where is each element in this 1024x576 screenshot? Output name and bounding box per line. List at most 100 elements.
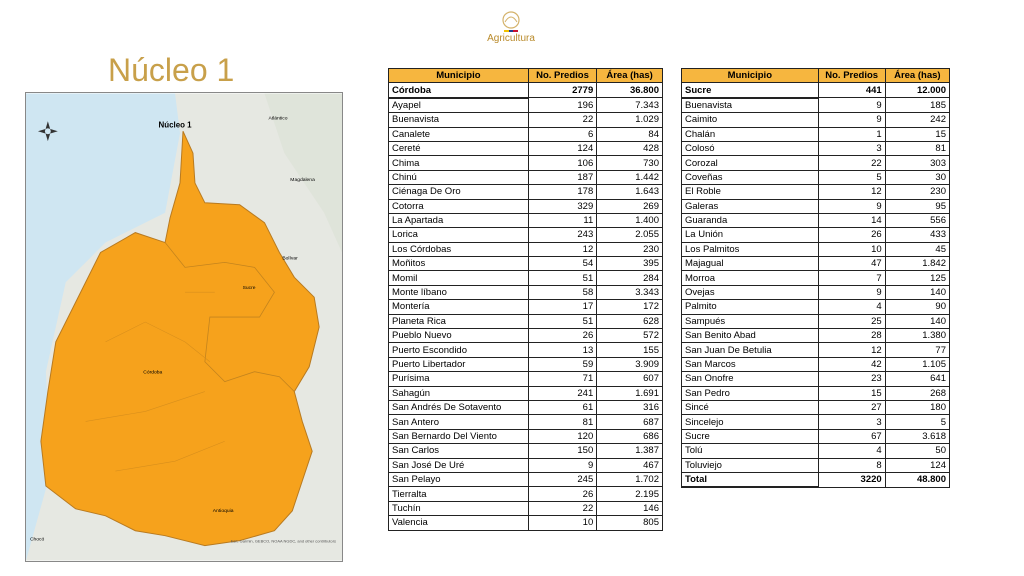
table-cell: 7.343 bbox=[596, 97, 663, 114]
table-row: Guaranda 14 556 bbox=[681, 212, 951, 229]
table-row: Sampués 25 140 bbox=[681, 313, 951, 330]
table-row: Tolú 4 50 bbox=[681, 443, 951, 459]
table-row: Colosó 3 81 bbox=[681, 140, 951, 157]
table-cell: 1.105 bbox=[884, 356, 951, 373]
table-cell: 48.800 bbox=[884, 471, 951, 488]
table-row: Moñitos 54 395 bbox=[388, 256, 663, 272]
table-cell: 3 bbox=[817, 140, 886, 157]
table-cell: San Bernardo Del Viento bbox=[388, 428, 529, 445]
table-row: Canalete 6 84 bbox=[388, 126, 663, 142]
table-cell: 1.387 bbox=[596, 443, 663, 459]
table-cell: 22 bbox=[527, 500, 598, 517]
table-cell: 25 bbox=[817, 313, 886, 330]
table-cell: 67 bbox=[817, 428, 886, 445]
table-cell: Buenavista bbox=[681, 97, 819, 114]
table-cell: 180 bbox=[884, 399, 951, 416]
header-row: Municipio No. Predios Área (has) bbox=[681, 67, 951, 84]
table-cell: 26 bbox=[527, 486, 598, 502]
table-row: Palmito 4 90 bbox=[681, 299, 951, 315]
table-cell: 2.195 bbox=[596, 486, 663, 502]
table-cell: 27 bbox=[817, 399, 886, 416]
table-cell: 146 bbox=[596, 500, 663, 517]
table-cell: San Andrés De Sotavento bbox=[388, 399, 529, 416]
table-row: Pueblo Nuevo 26 572 bbox=[388, 328, 663, 344]
table-row: Purísima 71 607 bbox=[388, 371, 663, 387]
table-row: Tuchín 22 146 bbox=[388, 500, 663, 517]
table-row: La Apartada 11 1.400 bbox=[388, 212, 663, 229]
table-cell: 124 bbox=[884, 457, 951, 473]
table-cell: La Apartada bbox=[388, 212, 529, 229]
table-cell: 140 bbox=[884, 284, 951, 301]
table-cell: Cereté bbox=[388, 140, 529, 157]
table-cell: 230 bbox=[884, 184, 951, 200]
table-cell: Córdoba bbox=[388, 82, 529, 99]
table-cell: 628 bbox=[596, 313, 663, 330]
map-attribution: Esri, Garmin, GEBCO, NOAA NGDC, and othe… bbox=[231, 539, 336, 544]
table-cell: Los Palmitos bbox=[681, 241, 819, 258]
table-row: San José De Uré 9 467 bbox=[388, 457, 663, 473]
table-cell: 81 bbox=[527, 414, 598, 430]
table-cell: 77 bbox=[884, 342, 951, 358]
table-cell: 243 bbox=[527, 227, 598, 243]
table-cell: 10 bbox=[817, 241, 886, 258]
table-cell: San Pelayo bbox=[388, 471, 529, 488]
table-cell: Morroa bbox=[681, 270, 819, 286]
table-row: Chalán 1 15 bbox=[681, 126, 951, 142]
table-cell: 1.442 bbox=[596, 169, 663, 186]
table-cell: 36.800 bbox=[596, 82, 663, 99]
table-cell: 59 bbox=[527, 356, 598, 373]
table-cell: 12 bbox=[817, 184, 886, 200]
table-cell: 441 bbox=[817, 82, 886, 99]
table-row: San Andrés De Sotavento 61 316 bbox=[388, 399, 663, 416]
table-cell: Sincelejo bbox=[681, 414, 819, 430]
table-cell: 140 bbox=[884, 313, 951, 330]
table-row: Puerto Libertador 59 3.909 bbox=[388, 356, 663, 373]
north-arrow bbox=[37, 121, 58, 142]
table-row: San Juan De Betulia 12 77 bbox=[681, 342, 951, 358]
table-row: Buenavista 22 1.029 bbox=[388, 112, 663, 128]
table-cell: Palmito bbox=[681, 299, 819, 315]
table-cell: 284 bbox=[596, 270, 663, 286]
map: Núcleo 1 Atlántico Magdalena Bolívar Suc… bbox=[25, 92, 343, 562]
table-cell: 3 bbox=[817, 414, 886, 430]
table-cell: 30 bbox=[884, 169, 951, 186]
table-cell: 428 bbox=[596, 140, 663, 157]
table-cell: 1.380 bbox=[884, 328, 951, 344]
table-cell: Sucre bbox=[681, 82, 819, 99]
table-row: Corozal 22 303 bbox=[681, 155, 951, 171]
table-cell: Los Córdobas bbox=[388, 241, 529, 258]
table-cell: 13 bbox=[527, 342, 598, 358]
table-cell: San Carlos bbox=[388, 443, 529, 459]
table-cell: 467 bbox=[596, 457, 663, 473]
table-cell: 22 bbox=[527, 112, 598, 128]
table-cell: 316 bbox=[596, 399, 663, 416]
column-header: No. Predios bbox=[817, 67, 886, 84]
table-cell: Chalán bbox=[681, 126, 819, 142]
column-header: Área (has) bbox=[596, 67, 663, 84]
table-cell: 187 bbox=[527, 169, 598, 186]
table-cell: 805 bbox=[596, 515, 663, 531]
table-cell: Monte líbano bbox=[388, 284, 529, 301]
table-cell: San Pedro bbox=[681, 385, 819, 401]
summary-row: Sucre 441 12.000 bbox=[681, 82, 951, 99]
table-cell: 47 bbox=[817, 256, 886, 272]
table-cell: 90 bbox=[884, 299, 951, 315]
table-cell: 150 bbox=[527, 443, 598, 459]
table-cell: 172 bbox=[596, 299, 663, 315]
table-cell: 14 bbox=[817, 212, 886, 229]
table-cell: 433 bbox=[884, 227, 951, 243]
table-cell: 4 bbox=[817, 443, 886, 459]
table-cell: 5 bbox=[884, 414, 951, 430]
table-row: Cotorra 329 269 bbox=[388, 198, 663, 214]
table-cell: 81 bbox=[884, 140, 951, 157]
table-cell: 2.055 bbox=[596, 227, 663, 243]
table-cell: 42 bbox=[817, 356, 886, 373]
table-cell: San José De Uré bbox=[388, 457, 529, 473]
table-row: San Benito Abad 28 1.380 bbox=[681, 328, 951, 344]
table-row: Los Córdobas 12 230 bbox=[388, 241, 663, 258]
table-cell: 12.000 bbox=[884, 82, 951, 99]
column-header: Municipio bbox=[681, 67, 819, 84]
table-cell: Puerto Libertador bbox=[388, 356, 529, 373]
